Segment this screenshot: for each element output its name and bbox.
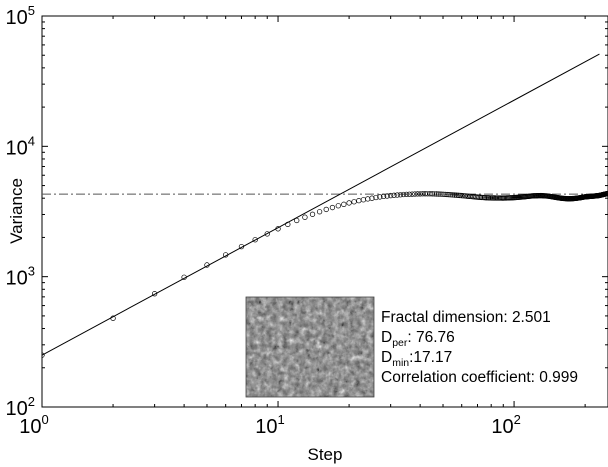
data-point [605,190,608,197]
data-point [453,192,460,198]
x-tick-label: 100 [19,412,48,438]
inset-surface-image [245,296,375,398]
data-point [406,191,412,197]
data-point [438,191,444,197]
y-tick-label: 103 [6,264,35,290]
data-point [365,196,371,202]
data-point [329,204,336,211]
data-point [377,194,383,200]
x-tick-label: 101 [255,412,284,438]
data-point [451,192,458,198]
fit-statistics: Fractal dimension: 2.501 Dper: 76.76Dmin:… [381,309,578,386]
data-point [457,192,463,199]
variance-series [42,190,608,358]
annotation-line: Correlation coefficient: 0.999 [381,369,578,386]
data-point [403,191,410,198]
data-point [459,192,465,199]
data-point [446,191,452,198]
data-point [294,217,300,224]
data-point [409,191,415,197]
data-point [302,214,308,220]
data-point [275,226,281,232]
y-tick-label: 105 [6,3,35,29]
data-point [323,206,329,213]
data-point [450,192,456,198]
annotation-line: Dmin:17.17 [381,349,452,369]
data-point [444,191,450,198]
plot-frame [41,15,608,408]
annotation-line: Dper: 76.76 [381,329,455,349]
data-point [384,193,390,199]
data-point [417,191,423,197]
data-point [351,199,357,205]
annotation-line: Fractal dimension: 2.501 [381,309,551,326]
data-point [448,192,454,198]
data-point [356,198,362,204]
x-axis-label: Step [308,445,343,464]
data-point [309,211,316,217]
y-tick-label: 104 [6,133,35,159]
data-point [442,191,448,198]
data-point [181,274,187,280]
y-axis-ticks: 102 103 104 105 [6,3,608,420]
data-point [335,203,341,209]
power-law-fit-line [42,53,600,356]
data-point [412,191,418,197]
data-point [223,252,229,258]
data-point [110,315,116,321]
data-point [151,291,158,297]
x-axis-ticks: 100 101 102 [19,16,586,438]
data-point [397,192,404,198]
data-point [316,209,323,215]
y-axis-label: Variance [7,178,26,244]
data-point [264,231,270,237]
data-point [460,193,467,199]
data-point [252,237,258,243]
x-tick-label: 102 [491,412,520,438]
data-point [436,191,442,197]
data-point [369,195,375,201]
data-point [380,193,387,200]
data-point [440,191,446,197]
data-point [238,243,245,250]
data-point [388,192,394,199]
data-point [391,192,397,198]
data-point [373,194,379,201]
data-point [394,192,400,198]
y-tick-label: 102 [6,394,35,420]
data-point [400,191,407,198]
data-point [341,201,347,207]
data-point [414,191,421,197]
data-point [346,200,352,206]
data-point [42,352,45,358]
data-point [455,192,461,198]
data-point [360,197,367,203]
data-point [285,221,291,228]
data-point [204,262,210,268]
